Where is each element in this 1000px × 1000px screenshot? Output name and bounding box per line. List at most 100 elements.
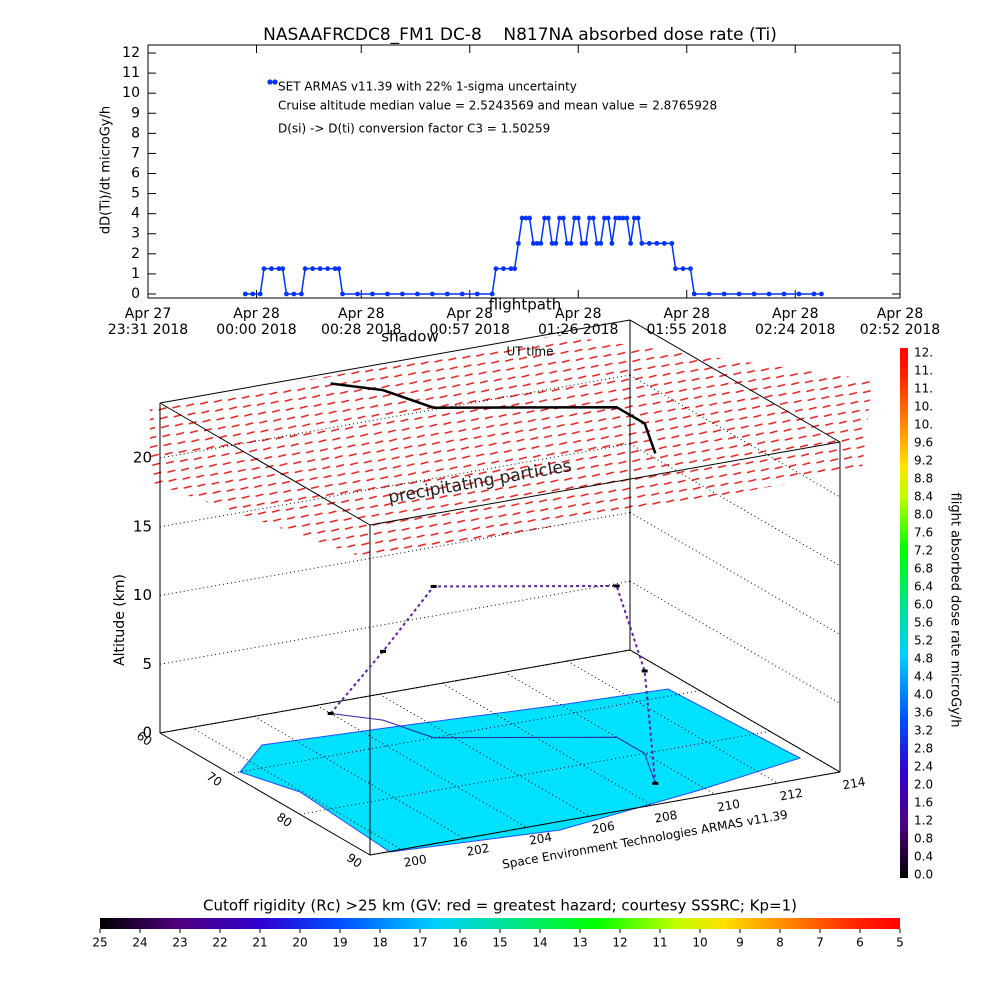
annotation: Cruise altitude median value = 2.5243569… — [278, 99, 717, 113]
data-point — [489, 291, 495, 297]
colorbar-tick-label: 4.0 — [914, 688, 933, 702]
data-point — [317, 266, 323, 272]
data-point — [534, 240, 540, 246]
x-tick-label: 00:00 2018 — [216, 322, 296, 338]
data-point — [429, 291, 435, 297]
data-point — [609, 240, 615, 246]
data-point — [598, 240, 604, 246]
colorbar-tick-label: 1.6 — [914, 796, 933, 810]
data-point — [400, 291, 405, 297]
y-tick-label: 5 — [131, 186, 140, 202]
data-point — [269, 266, 274, 272]
grid-line — [629, 580, 841, 704]
colorbar-tick-label: 8.4 — [914, 490, 933, 504]
z-tick-label: 10 — [133, 586, 152, 604]
colorbar — [100, 918, 900, 929]
chart-title: NASAAFRCDC8_FM1 DC-8 N817NA absorbed dos… — [263, 25, 777, 45]
data-point — [628, 240, 634, 246]
grid-line — [629, 443, 841, 567]
colorbar-tick-label: 6 — [856, 936, 864, 950]
colorbar-tick-label: 11. — [914, 364, 933, 378]
data-point — [242, 291, 248, 297]
flight-point — [380, 649, 386, 653]
colorbar-tick-label: 17 — [412, 936, 427, 950]
colorbar-tick-label: 22 — [212, 936, 227, 950]
data-point — [568, 240, 574, 246]
z-tick-label: 0 — [142, 724, 152, 742]
x-tick-label: 204 — [528, 830, 553, 848]
data-point — [332, 266, 338, 272]
data-point — [261, 266, 267, 272]
legend-marker — [272, 79, 278, 85]
data-point — [613, 215, 619, 221]
y-tick-label: 70 — [204, 769, 225, 789]
data-point — [515, 240, 521, 246]
grid-line — [567, 660, 778, 784]
x-tick-label: Apr 28 — [447, 306, 493, 322]
data-point — [617, 215, 622, 221]
x-tick-label: 02:24 2018 — [755, 322, 835, 338]
y-tick-label: 4 — [131, 206, 140, 222]
data-point — [459, 291, 465, 297]
data-point — [276, 266, 282, 272]
precipitation-field — [150, 335, 872, 560]
shadow — [330, 382, 657, 454]
data-point — [583, 240, 589, 246]
data-point — [624, 215, 630, 221]
data-point — [557, 215, 562, 221]
data-point — [545, 215, 551, 221]
x-tick-label: 00:57 2018 — [430, 322, 510, 338]
z-tick-label: 15 — [133, 517, 152, 535]
colorbar-tick-label: 7.6 — [914, 526, 933, 540]
data-point — [673, 266, 678, 272]
y-tick-label: 2 — [131, 246, 140, 262]
y-axis-label: dD(Ti)/dt microGy/h — [99, 106, 114, 234]
data-point — [691, 291, 697, 297]
data-point — [385, 291, 390, 297]
colorbar-tick-label: 19 — [332, 936, 347, 950]
colorbar-tick-label: 12 — [612, 936, 627, 950]
flight-point — [652, 781, 659, 785]
data-point — [519, 215, 525, 221]
data-point — [414, 291, 420, 297]
data-point — [796, 291, 802, 297]
z-axis-label: Altitude (km) — [112, 574, 128, 666]
colorbar-tick-label: 2.8 — [914, 742, 933, 756]
grid-line — [441, 682, 653, 806]
colorbar-tick-label: 10 — [692, 936, 707, 950]
data-point — [336, 266, 342, 272]
data-point — [635, 215, 641, 221]
x-tick-label: 23:31 2018 — [108, 322, 188, 338]
data-point — [508, 266, 514, 272]
grid-line — [629, 512, 841, 635]
y-tick-label: 80 — [274, 810, 295, 830]
box-edge — [369, 771, 841, 856]
data-point — [564, 240, 570, 246]
data-point — [605, 215, 611, 221]
colorbar-tick-label: 10. — [914, 400, 933, 414]
y-tick-label: 9 — [131, 105, 140, 121]
x-tick-label: 200 — [403, 852, 428, 870]
colorbar-tick-label: 6.0 — [914, 598, 933, 612]
colorbar-tick-label: 11. — [914, 382, 933, 396]
y-tick-label: 6 — [131, 166, 140, 182]
shadow-label: shadow — [381, 328, 438, 346]
colorbar-tick-label: 9.2 — [914, 454, 933, 468]
data-point — [587, 215, 592, 221]
colorbar-tick-label: 12. — [914, 346, 933, 360]
colorbar-tick-label: 1.2 — [914, 814, 933, 828]
ground-track — [330, 712, 656, 784]
colorbar-tick-label: 21 — [252, 936, 267, 950]
data-point — [523, 215, 529, 221]
data-point — [474, 291, 480, 297]
x-tick-label: Apr 28 — [338, 306, 384, 322]
x-tick-label: Apr 28 — [664, 306, 710, 322]
grid-line — [504, 671, 715, 795]
colorbar-tick-label: 8.8 — [914, 472, 933, 486]
colorbar-tick-label: 9 — [736, 936, 744, 950]
x-tick-label: Apr 28 — [877, 306, 923, 322]
grid-line — [316, 704, 527, 828]
x-axis-label: UT time — [506, 345, 553, 359]
y-tick-label: 8 — [131, 125, 140, 141]
colorbar-tick-label: 8 — [776, 936, 784, 950]
